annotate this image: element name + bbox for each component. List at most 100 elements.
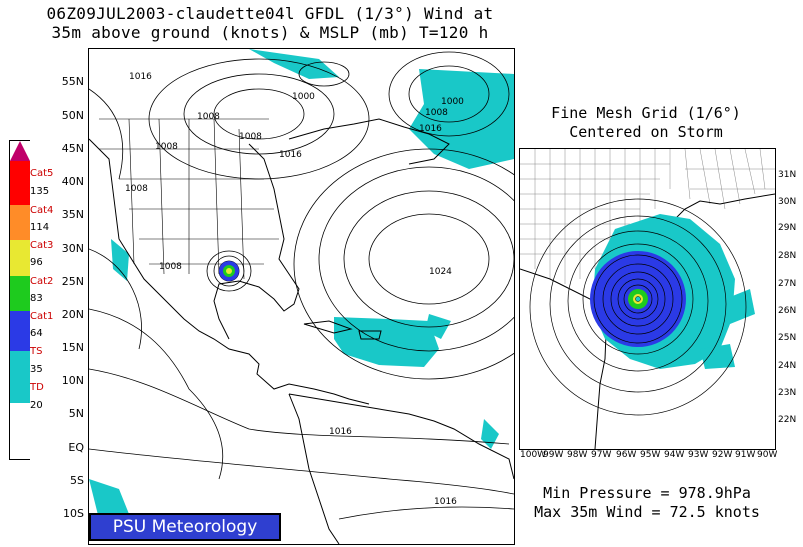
legend-threshold: 35	[30, 364, 43, 375]
lat-label: 10N	[61, 374, 84, 387]
inset-lon-label: 91W	[735, 450, 756, 460]
lat-label: 50N	[61, 109, 84, 122]
inset-lat-label: 29N	[778, 223, 797, 233]
isobar-label: 1008	[239, 132, 262, 142]
inset-lat-label: 30N	[778, 197, 797, 207]
main-map-svg: 1016 1000 1008 1008 1008 1016 1008 1000 …	[89, 49, 514, 544]
storm-stats: Min Pressure = 978.9hPa Max 35m Wind = 7…	[516, 484, 778, 522]
isobars	[89, 51, 514, 520]
isobar-label: 1000	[441, 97, 464, 107]
isobar-label: 1016	[434, 497, 457, 507]
isobar-label: 1016	[419, 124, 442, 134]
lat-label: 55N	[61, 75, 84, 88]
cuba	[303, 320, 353, 334]
north-america-coast	[89, 138, 370, 405]
inset-lon-label: 95W	[640, 450, 661, 460]
inset-lat-label: 28N	[778, 251, 797, 261]
inset-lon-label: 94W	[664, 450, 685, 460]
storm-eye	[635, 296, 641, 302]
legend-swatch-td	[10, 351, 30, 403]
legend-swatch-cat4	[10, 161, 30, 205]
inset-isobars	[529, 198, 747, 416]
isobar-label: 1000	[292, 92, 315, 102]
inset-lon-label: 92W	[712, 450, 733, 460]
wind-area-caribbean	[334, 317, 439, 367]
lat-label: 40N	[61, 175, 84, 188]
wind-field-td-tail	[725, 289, 755, 324]
lat-label: 35N	[61, 208, 84, 221]
wind-legend	[9, 140, 30, 460]
lat-label: 5N	[68, 407, 84, 420]
inset-lat-label: 23N	[778, 388, 797, 398]
hurricane-core-main	[219, 261, 239, 281]
county-grid	[520, 149, 775, 284]
isobar-label: 1008	[159, 262, 182, 272]
legend-cat-label: Cat3	[30, 240, 54, 251]
legend-threshold: 64	[30, 328, 43, 339]
us-east-coast	[213, 143, 300, 340]
inset-lat-label: 24N	[778, 361, 797, 371]
wind-area-north	[249, 49, 339, 79]
isobar-label: 1008	[125, 184, 148, 194]
isobar-label: 1008	[155, 142, 178, 152]
legend-swatch-cat1	[10, 276, 30, 311]
lat-label: 15N	[61, 341, 84, 354]
state-grid	[99, 118, 279, 280]
legend-cat-label: TS	[30, 346, 43, 357]
legend-swatch-below	[10, 403, 30, 459]
lat-label: EQ	[68, 441, 84, 454]
legend-cat-label: Cat2	[30, 276, 54, 287]
inset-lat-label: 27N	[778, 279, 797, 289]
inset-title-line-2: Centered on Storm	[569, 123, 723, 141]
legend-swatch-cat3	[10, 205, 30, 240]
legend-cat-label: Cat5	[30, 168, 54, 179]
lat-label: 5S	[70, 474, 84, 487]
inset-lon-label: 93W	[688, 450, 709, 460]
inset-lon-label: 98W	[567, 450, 588, 460]
legend-cat-label: Cat4	[30, 205, 54, 216]
legend-threshold: 114	[30, 222, 50, 233]
wind-area-nova-scotia	[419, 109, 474, 134]
psu-meteorology-badge: PSU Meteorology	[89, 513, 281, 541]
hispaniola	[358, 330, 382, 340]
south-america-coast	[288, 393, 514, 480]
min-pressure-readout: Min Pressure = 978.9hPa	[543, 484, 751, 502]
legend-threshold: 20	[30, 400, 43, 411]
title-line-1: 06Z09JUL2003-claudette04l GFDL (1/3°) Wi…	[46, 4, 494, 23]
main-map: 1016 1000 1008 1008 1008 1016 1008 1000 …	[88, 48, 515, 545]
inset-lon-label: 99W	[543, 450, 564, 460]
max-wind-readout: Max 35m Wind = 72.5 knots	[534, 503, 760, 521]
wind-field-td-south	[700, 344, 735, 369]
inset-lon-label: 90W	[757, 450, 778, 460]
wind-area-west	[111, 239, 129, 281]
legend-cat-label: TD	[30, 382, 44, 393]
legend-swatch-ts	[10, 311, 30, 351]
legend-swatch-cat2	[10, 240, 30, 276]
cat5-triangle	[10, 141, 30, 161]
south-america-west	[288, 393, 340, 544]
lat-label: 10S	[63, 507, 84, 520]
inset-title: Fine Mesh Grid (1/6°) Centered on Storm	[520, 104, 772, 142]
chart-title: 06Z09JUL2003-claudette04l GFDL (1/3°) Wi…	[40, 4, 500, 42]
inset-lat-label: 26N	[778, 306, 797, 316]
isobar-label: 1016	[129, 72, 152, 82]
lat-label: 30N	[61, 242, 84, 255]
canada-coast	[288, 118, 450, 165]
legend-cat-label: Cat1	[30, 311, 54, 322]
isobar-label: 1016	[329, 427, 352, 437]
lat-label: 20N	[61, 308, 84, 321]
title-line-2: 35m above ground (knots) & MSLP (mb) T=1…	[51, 23, 489, 42]
inset-lat-label: 25N	[778, 333, 797, 343]
legend-threshold: 96	[30, 257, 43, 268]
inset-map	[519, 148, 776, 450]
inset-map-svg	[520, 149, 775, 449]
legend-threshold: 135	[30, 186, 50, 197]
inset-lon-label: 100W	[520, 450, 547, 460]
wind-area-south-america	[481, 419, 499, 449]
wind-area-pacific-south	[89, 479, 129, 519]
legend-threshold: 83	[30, 293, 43, 304]
lat-label: 25N	[61, 275, 84, 288]
inset-lon-label: 97W	[591, 450, 612, 460]
inset-lon-label: 96W	[616, 450, 637, 460]
isobar-label: 1016	[279, 150, 302, 160]
